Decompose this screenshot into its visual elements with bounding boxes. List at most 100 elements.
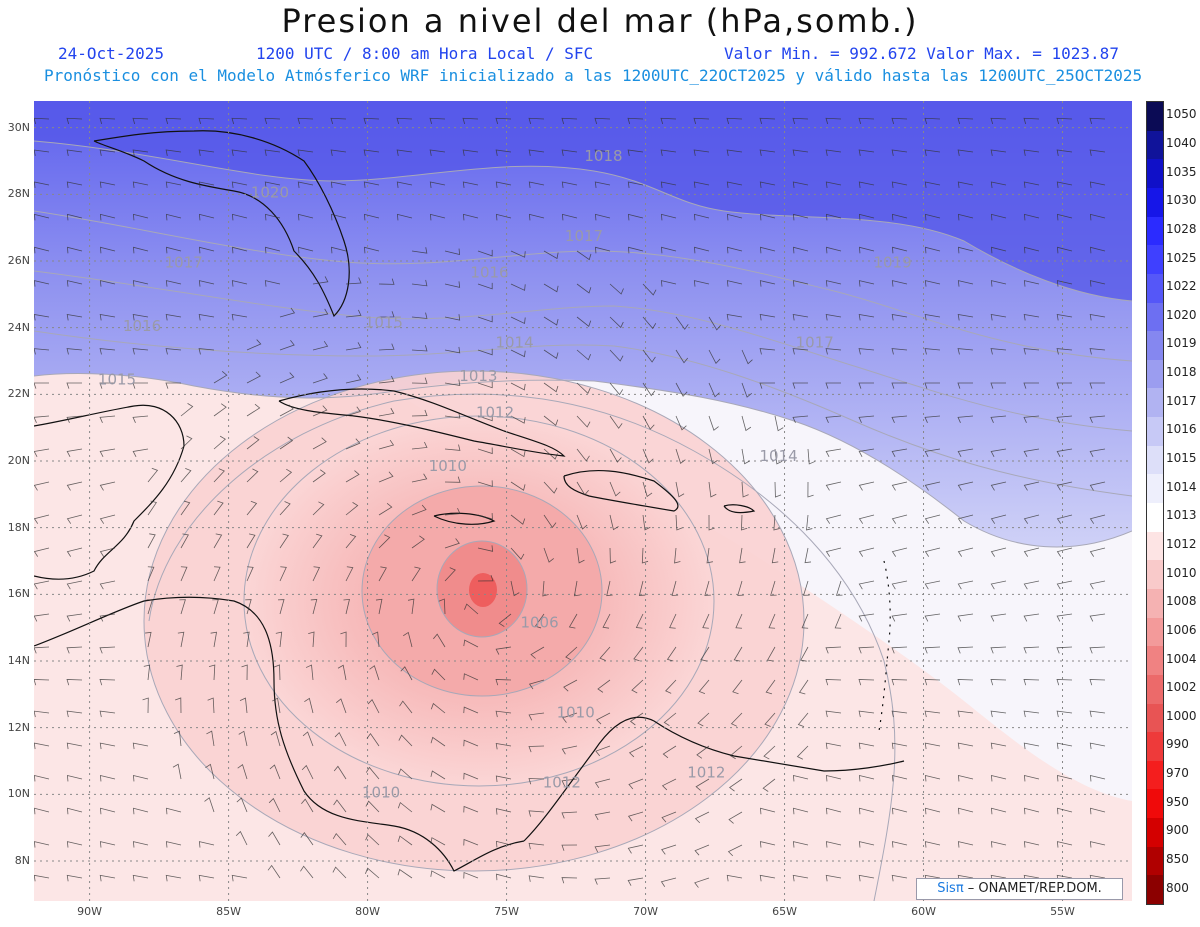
wind-barb	[411, 473, 428, 483]
wind-barb	[858, 181, 875, 189]
wind-barb	[576, 316, 592, 327]
wind-barb	[543, 283, 559, 293]
wind-barb	[594, 811, 611, 821]
wind-barb	[400, 666, 413, 681]
wind-barb	[1089, 481, 1106, 491]
wind-barb	[642, 283, 657, 296]
wind-barb	[34, 280, 50, 287]
wind-barb	[759, 313, 776, 321]
wind-barb	[957, 774, 974, 782]
isobar-line	[34, 270, 1132, 432]
wind-barb	[411, 535, 425, 549]
isobar-label: 1016	[470, 264, 508, 282]
wind-barb	[990, 774, 1007, 782]
wind-barb	[660, 117, 677, 125]
wind-barb	[279, 501, 291, 516]
wind-barb	[1056, 547, 1073, 557]
wind-barb	[891, 213, 908, 221]
lat-tick-label: 30N	[7, 120, 30, 134]
wind-barb	[99, 382, 116, 389]
wind-barb	[363, 149, 380, 156]
wind-barb	[733, 646, 743, 662]
wind-barb	[826, 807, 842, 815]
wind-barb	[495, 149, 512, 156]
pressure-map[interactable]: 1018 1020 1017 1017 1016 1019 1015 1016 1014 1017…	[34, 101, 1132, 901]
wind-barb	[99, 313, 116, 321]
wind-barb	[1089, 348, 1106, 355]
wind-barb	[403, 631, 413, 648]
wind-barb	[729, 745, 743, 760]
wind-barb	[495, 117, 512, 125]
wind-barb	[210, 631, 218, 648]
wind-barb	[671, 580, 679, 596]
wind-barb	[463, 871, 479, 879]
wind-barb	[924, 679, 941, 686]
colorbar-level-label: 1020	[1166, 307, 1197, 322]
wind-barb	[957, 514, 974, 524]
wind-barb	[924, 117, 941, 125]
wind-barb	[697, 712, 710, 727]
wind-barb	[444, 281, 461, 288]
wind-barb	[739, 547, 746, 564]
wind-barb	[510, 283, 526, 291]
isobar-label: 1020	[251, 184, 289, 202]
wind-barb	[99, 181, 116, 189]
wind-barb	[858, 213, 875, 221]
wind-barb	[792, 415, 809, 423]
wind-barb	[565, 646, 578, 661]
wind-barb	[1089, 646, 1106, 654]
wind-barb	[66, 547, 83, 557]
wind-barb	[396, 117, 413, 125]
wind-barb	[301, 798, 314, 813]
wind-barb	[99, 448, 116, 457]
wind-barb	[264, 181, 281, 189]
wind-barb	[924, 348, 941, 355]
wind-barb	[726, 280, 743, 287]
wind-barb	[759, 213, 776, 221]
lon-tick-label: 65W	[772, 905, 797, 918]
wind-barb	[99, 774, 116, 782]
wind-barb	[741, 349, 753, 365]
colorbar-swatch	[1147, 417, 1163, 447]
min-max-label: Valor Min. = 992.672 Valor Max. = 1023.8…	[724, 44, 1119, 63]
wind-barb	[66, 181, 83, 189]
wind-barb	[732, 679, 743, 695]
wind-barb	[67, 807, 83, 815]
lat-tick-label: 14N	[7, 654, 30, 667]
wind-barb	[924, 646, 941, 654]
wind-barb	[694, 811, 710, 824]
wind-barb	[891, 448, 908, 457]
isobar-line	[34, 372, 1132, 548]
wind-barb	[796, 745, 809, 760]
wind-barb	[792, 841, 809, 848]
wind-barb	[1089, 448, 1106, 457]
wind-barb	[1056, 646, 1073, 654]
wind-barb	[759, 117, 776, 125]
wind-barb	[568, 613, 578, 629]
wind-barb	[1056, 580, 1073, 590]
wind-barb	[132, 448, 149, 457]
isobar-line	[34, 330, 1132, 497]
wind-barb	[562, 712, 578, 723]
wind-barb	[279, 533, 289, 549]
wind-barb	[180, 468, 192, 483]
wind-barb	[543, 250, 559, 260]
wind-barb	[641, 547, 649, 564]
wind-barb	[277, 599, 285, 615]
wind-barb	[759, 348, 776, 355]
wind-barb	[204, 797, 215, 813]
wind-barb	[302, 731, 314, 747]
south-america-coast	[523, 716, 905, 842]
wind-barb	[792, 213, 809, 221]
wind-barb	[99, 280, 116, 287]
wind-barb	[463, 639, 479, 648]
wind-barb	[1056, 213, 1073, 221]
wind-barb	[175, 697, 182, 714]
wind-barb	[269, 764, 281, 780]
wind-barb	[708, 448, 718, 465]
wind-barb	[198, 280, 215, 287]
wind-barb	[463, 772, 479, 780]
colorbar-level-label: 1028	[1166, 221, 1197, 236]
wind-barb	[99, 742, 116, 750]
wind-barb	[464, 603, 479, 615]
